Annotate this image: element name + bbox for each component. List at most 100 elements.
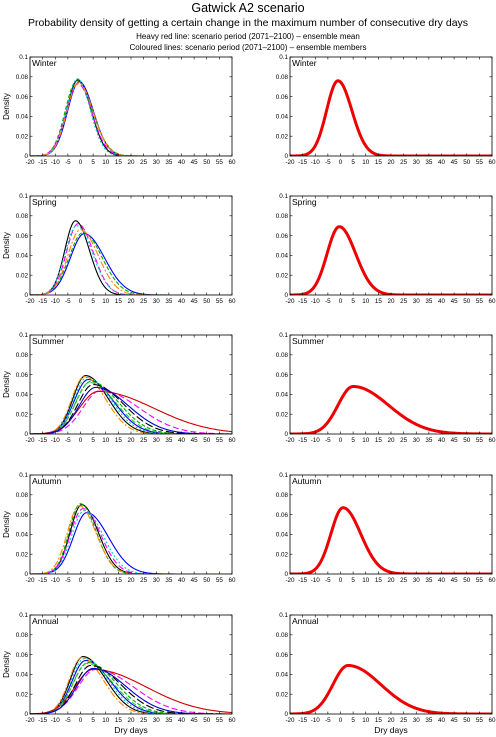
y-tick-label: 0.04 [276,114,289,121]
panel-frame [29,56,233,157]
x-tick-label: -10 [51,298,61,305]
member-curve [30,668,232,714]
x-tick-label: 45 [191,298,199,305]
x-tick-label: -20 [285,717,295,724]
x-tick-label: -10 [311,577,321,584]
y-tick-label: 0.08 [16,492,29,499]
x-tick-label: -10 [51,159,61,166]
x-tick-label: 5 [351,159,355,166]
x-tick-label: 55 [476,437,484,444]
x-tick-label: 20 [387,717,395,724]
y-tick-label: 0.02 [16,411,29,418]
x-tick-label: 60 [488,159,496,166]
member-curve [30,375,232,434]
x-tick-label: 35 [165,577,173,584]
x-tick-label: 55 [216,298,224,305]
x-tick-label: 45 [191,577,199,584]
x-tick-label: 20 [387,298,395,305]
page-subtitle: Probability density of getting a certain… [27,17,469,29]
panel-frame [289,474,493,575]
y-tick-label: 0.08 [16,352,29,359]
member-curve [30,659,232,714]
x-tick-label: 0 [339,577,343,584]
x-tick-label: -10 [311,717,321,724]
x-tick-label: 5 [351,577,355,584]
x-tick-label: 25 [400,298,408,305]
panel-frame [289,614,493,715]
x-tick-label: 15 [375,577,383,584]
x-tick-label: -10 [51,437,61,444]
y-tick-label: 0 [24,431,28,438]
x-tick-label: 30 [413,159,421,166]
x-tick-label: 45 [191,437,199,444]
x-tick-label: 40 [178,298,186,305]
season-label: Annual [32,616,59,626]
x-tick-label: 5 [91,577,95,584]
y-tick-label: 0.02 [276,272,289,279]
x-tick-label: -15 [298,298,308,305]
x-tick-label: 50 [203,298,211,305]
x-tick-label: 15 [115,717,123,724]
x-tick-label: 30 [153,298,161,305]
x-axis-label: Dry days [374,725,408,735]
panel-autumn-mean: -20 -15 -10 -5 0 5 10 15 20 25 30 35 40 45 50 55 60 0 0.02… [276,472,496,584]
panel-autumn-members: -20 -15 -10 -5 0 5 10 15 20 25 30 35 40 45 50 55 60 0 0.02… [2,472,236,584]
y-tick-label: 0.04 [16,672,29,679]
x-tick-label: 5 [351,298,355,305]
x-tick-label: 5 [91,717,95,724]
member-curve [30,223,232,295]
x-tick-label: -5 [325,437,331,444]
y-tick-label: 0.08 [16,632,29,639]
member-curve [30,225,232,295]
x-tick-label: 35 [425,159,433,166]
member-curve [30,232,232,295]
y-tick-label: 0.1 [19,193,28,200]
x-tick-label: 45 [191,159,199,166]
x-tick-label: 35 [425,298,433,305]
x-tick-label: -20 [25,577,35,584]
x-tick-label: 50 [203,717,211,724]
x-tick-label: 30 [413,437,421,444]
member-curve [30,512,232,574]
x-tick-label: -20 [285,577,295,584]
y-tick-label: 0.06 [16,512,29,519]
y-tick-label: 0.1 [19,332,28,339]
y-tick-label: 0.06 [276,512,289,519]
y-axis-label: Density [2,371,11,398]
member-curve [30,229,232,295]
y-tick-label: 0.08 [16,213,29,220]
y-tick-label: 0.06 [16,233,29,240]
x-tick-label: 35 [165,437,173,444]
season-label: Winter [292,58,317,68]
x-tick-label: 10 [102,577,110,584]
x-tick-label: 10 [362,717,370,724]
x-tick-label: 45 [191,717,199,724]
x-tick-label: 35 [425,577,433,584]
y-tick-label: 0.1 [279,54,288,61]
ensemble-mean-curve [290,506,492,574]
y-tick-label: 0.04 [16,114,29,121]
x-tick-label: 40 [178,577,186,584]
x-tick-label: 45 [451,159,459,166]
member-curve [30,79,232,156]
x-tick-label: -10 [311,437,321,444]
y-axis-label: Density [2,651,11,678]
curve-group [30,503,232,574]
x-tick-label: 5 [91,437,95,444]
y-tick-label: 0.08 [276,213,289,220]
x-tick-label: -15 [298,717,308,724]
panel-frame [29,614,233,715]
x-tick-label: -20 [25,437,35,444]
y-tick-label: 0.04 [276,532,289,539]
x-tick-label: 30 [153,577,161,584]
y-tick-label: 0 [284,431,288,438]
x-tick-label: 5 [351,437,355,444]
member-curve [30,657,232,714]
y-tick-label: 0.08 [276,632,289,639]
y-tick-label: 0.04 [276,392,289,399]
y-tick-label: 0.06 [16,94,29,101]
y-tick-label: 0.08 [16,74,29,81]
x-tick-label: 10 [362,298,370,305]
x-tick-label: -20 [285,298,295,305]
x-tick-label: 25 [140,437,148,444]
